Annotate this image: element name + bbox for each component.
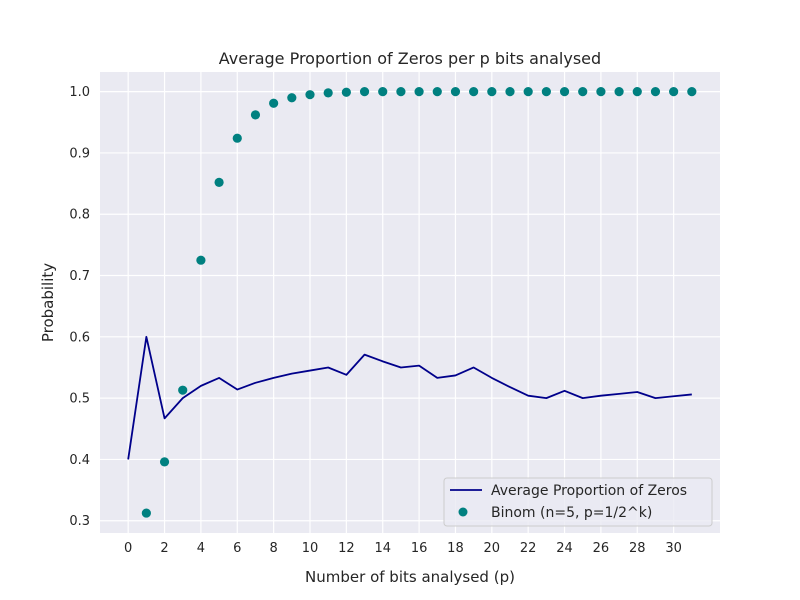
y-tick-label: 0.5	[69, 392, 90, 407]
x-tick-label: 30	[665, 541, 682, 556]
binom-point	[305, 90, 315, 100]
binom-point	[396, 87, 406, 97]
x-tick-label: 8	[269, 541, 277, 556]
x-tick-label: 10	[302, 541, 319, 556]
binom-point	[469, 87, 479, 97]
binom-point	[687, 87, 697, 97]
binom-point	[450, 87, 461, 97]
x-tick-label: 26	[593, 541, 610, 556]
binom-point	[523, 87, 533, 97]
x-tick-label: 12	[338, 541, 355, 556]
plot-area	[100, 72, 720, 533]
x-axis-title: Number of bits analysed (p)	[305, 568, 515, 586]
y-tick-label: 0.9	[69, 146, 90, 161]
binom-point	[632, 87, 642, 97]
binom-point	[432, 87, 442, 97]
binom-point	[214, 177, 224, 187]
binom-point	[578, 87, 588, 97]
binom-point	[341, 87, 351, 97]
x-tick-label: 24	[556, 541, 573, 556]
y-tick-label: 0.6	[69, 330, 90, 345]
binom-point	[559, 87, 570, 97]
x-tick-label: 14	[374, 541, 391, 556]
legend-box	[443, 477, 713, 527]
binom-point	[287, 93, 297, 103]
series-layer	[127, 87, 697, 518]
x-tick-label: 18	[447, 541, 464, 556]
binom-point	[178, 385, 188, 395]
grid-lines	[100, 72, 720, 533]
binom-point	[541, 87, 551, 97]
binom-point	[141, 508, 151, 518]
y-tick-label: 1.0	[69, 85, 90, 100]
binom-point	[250, 110, 261, 120]
y-axis-title: Probability	[39, 263, 57, 342]
y-tick-label: 0.7	[69, 269, 90, 284]
legend-label-average-proportion: Average Proportion of Zeros	[491, 483, 687, 499]
chart-title: Average Proportion of Zeros per p bits a…	[219, 49, 601, 68]
x-tick-label: 28	[629, 541, 646, 556]
legend: Average Proportion of Zeros Binom (n=5, …	[443, 477, 713, 527]
x-tick-label: 22	[520, 541, 537, 556]
tick-labels: 0 2 4 6 8 10 12 14 16 18 20 22 24 26 28 300.30.40.50.60…	[69, 85, 682, 556]
binom-point	[196, 255, 206, 265]
binom-point	[669, 87, 679, 97]
x-tick-label: 0	[124, 541, 132, 556]
binom-point	[378, 87, 388, 97]
x-tick-label: 4	[197, 541, 205, 556]
binom-point	[232, 133, 242, 143]
binom-point	[159, 457, 170, 467]
binom-point	[596, 87, 606, 97]
x-tick-label: 2	[160, 541, 168, 556]
x-tick-label: 6	[233, 541, 241, 556]
x-tick-label: 20	[484, 541, 501, 556]
average-proportion-line	[127, 335, 692, 460]
binom-point	[650, 87, 661, 97]
binom-point	[505, 87, 515, 97]
binom-point	[323, 88, 333, 98]
binom-point	[487, 87, 497, 97]
y-tick-label: 0.4	[69, 453, 90, 468]
binom-point	[414, 87, 424, 97]
legend-dot-swatch	[458, 507, 468, 517]
binom-point	[359, 87, 370, 97]
binom-point	[614, 87, 624, 97]
y-tick-label: 0.8	[69, 208, 90, 223]
legend-label-binom: Binom (n=5, p=1/2^k)	[491, 505, 652, 521]
y-tick-label: 0.3	[69, 514, 90, 529]
binom-point	[269, 98, 279, 108]
x-tick-label: 16	[411, 541, 428, 556]
